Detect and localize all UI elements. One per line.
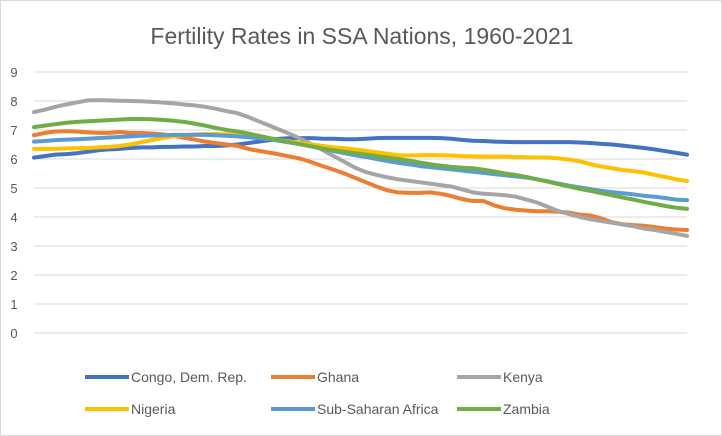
y-tick-label: 0 (10, 326, 17, 341)
y-tick-label: 1 (10, 297, 17, 312)
legend-item-3: Nigeria (85, 401, 176, 417)
legend-label: Congo, Dem. Rep. (131, 369, 247, 385)
legend-item-2: Kenya (457, 369, 543, 385)
series-line-2 (32, 98, 689, 238)
y-tick-label: 2 (10, 268, 17, 283)
legend: Congo, Dem. Rep. Ghana Kenya Nigeria Sub-Sah… (85, 369, 550, 417)
legend-label: Ghana (317, 369, 359, 385)
y-tick-label: 5 (10, 181, 17, 196)
legend-item-1: Ghana (271, 369, 359, 385)
series-line-3 (32, 132, 689, 184)
series-line-5 (32, 116, 689, 211)
y-tick-label: 7 (10, 123, 17, 138)
legend-item-0: Congo, Dem. Rep. (85, 369, 247, 385)
y-tick-label: 8 (10, 94, 17, 109)
series-lines (32, 98, 689, 238)
chart-title: Fertility Rates in SSA Nations, 1960-202… (150, 23, 573, 49)
y-tick-label: 6 (10, 152, 17, 167)
y-tick-label: 3 (10, 239, 17, 254)
y-tick-label: 9 (10, 65, 17, 80)
legend-label: Nigeria (131, 401, 176, 417)
series-line-1 (32, 129, 689, 233)
legend-label: Kenya (503, 369, 543, 385)
legend-item-4: Sub-Saharan Africa (271, 401, 439, 417)
series-line-0 (32, 135, 689, 160)
legend-item-5: Zambia (457, 401, 550, 417)
y-tick-label: 4 (10, 210, 17, 225)
gridlines (34, 71, 687, 334)
legend-label: Zambia (503, 401, 550, 417)
y-axis-ticks: 0 1 2 3 4 5 6 7 8 9 (10, 65, 17, 341)
legend-label: Sub-Saharan Africa (317, 401, 439, 417)
